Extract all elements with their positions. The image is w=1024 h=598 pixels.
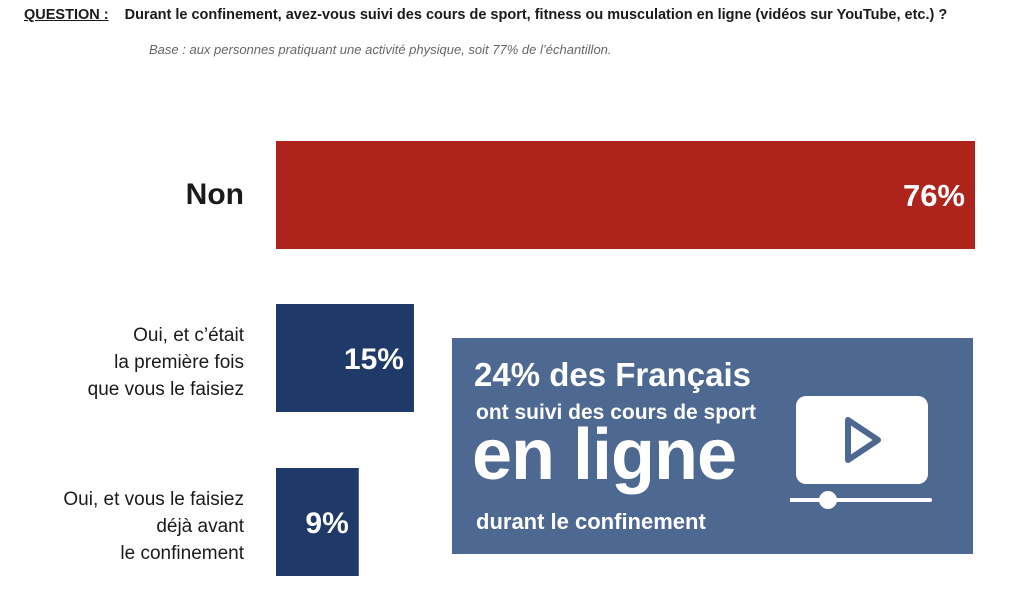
bar-1	[276, 141, 975, 249]
category-label-line: Non	[185, 178, 244, 211]
category-label-2: Oui, et c’était la première fois que vous …	[88, 322, 244, 403]
bar-3	[276, 468, 359, 576]
category-label-1: Non	[186, 177, 244, 213]
base-note: Base : aux personnes pratiquant une acti…	[149, 42, 612, 57]
callout-line-4: durant le confinement	[476, 509, 706, 534]
category-label-line: la première fois	[114, 351, 244, 373]
category-label-line: le confinement	[120, 542, 244, 564]
category-label-3: Oui, et vous le faisiez déjà avant le conf…	[63, 486, 244, 567]
question-text: Durant le confinement, avez-vous suivi d…	[124, 7, 948, 23]
category-label-line: que vous le faisiez	[87, 378, 244, 400]
question-label: QUESTION :	[24, 7, 109, 23]
question: QUESTION : Durant le confinement, avez-vo…	[24, 7, 1014, 23]
callout-box: 24% des Français ont suivi des cours de …	[452, 338, 973, 554]
callout-headline: 24% des Français	[474, 356, 751, 393]
video-play-icon	[790, 396, 932, 509]
category-label-line: Oui, et vous le faisiez	[63, 488, 244, 510]
value-label-3: 9%	[305, 507, 348, 540]
callout-line-2: ont suivi des cours de sport	[476, 401, 757, 424]
callout-emphasis: en ligne	[472, 415, 737, 495]
category-label-line: déjà avant	[156, 515, 244, 537]
value-label-1: 76%	[903, 178, 965, 213]
value-label-2: 15%	[344, 343, 404, 376]
bar-2	[276, 304, 414, 412]
category-label-line: Oui, et c’était	[133, 324, 244, 346]
